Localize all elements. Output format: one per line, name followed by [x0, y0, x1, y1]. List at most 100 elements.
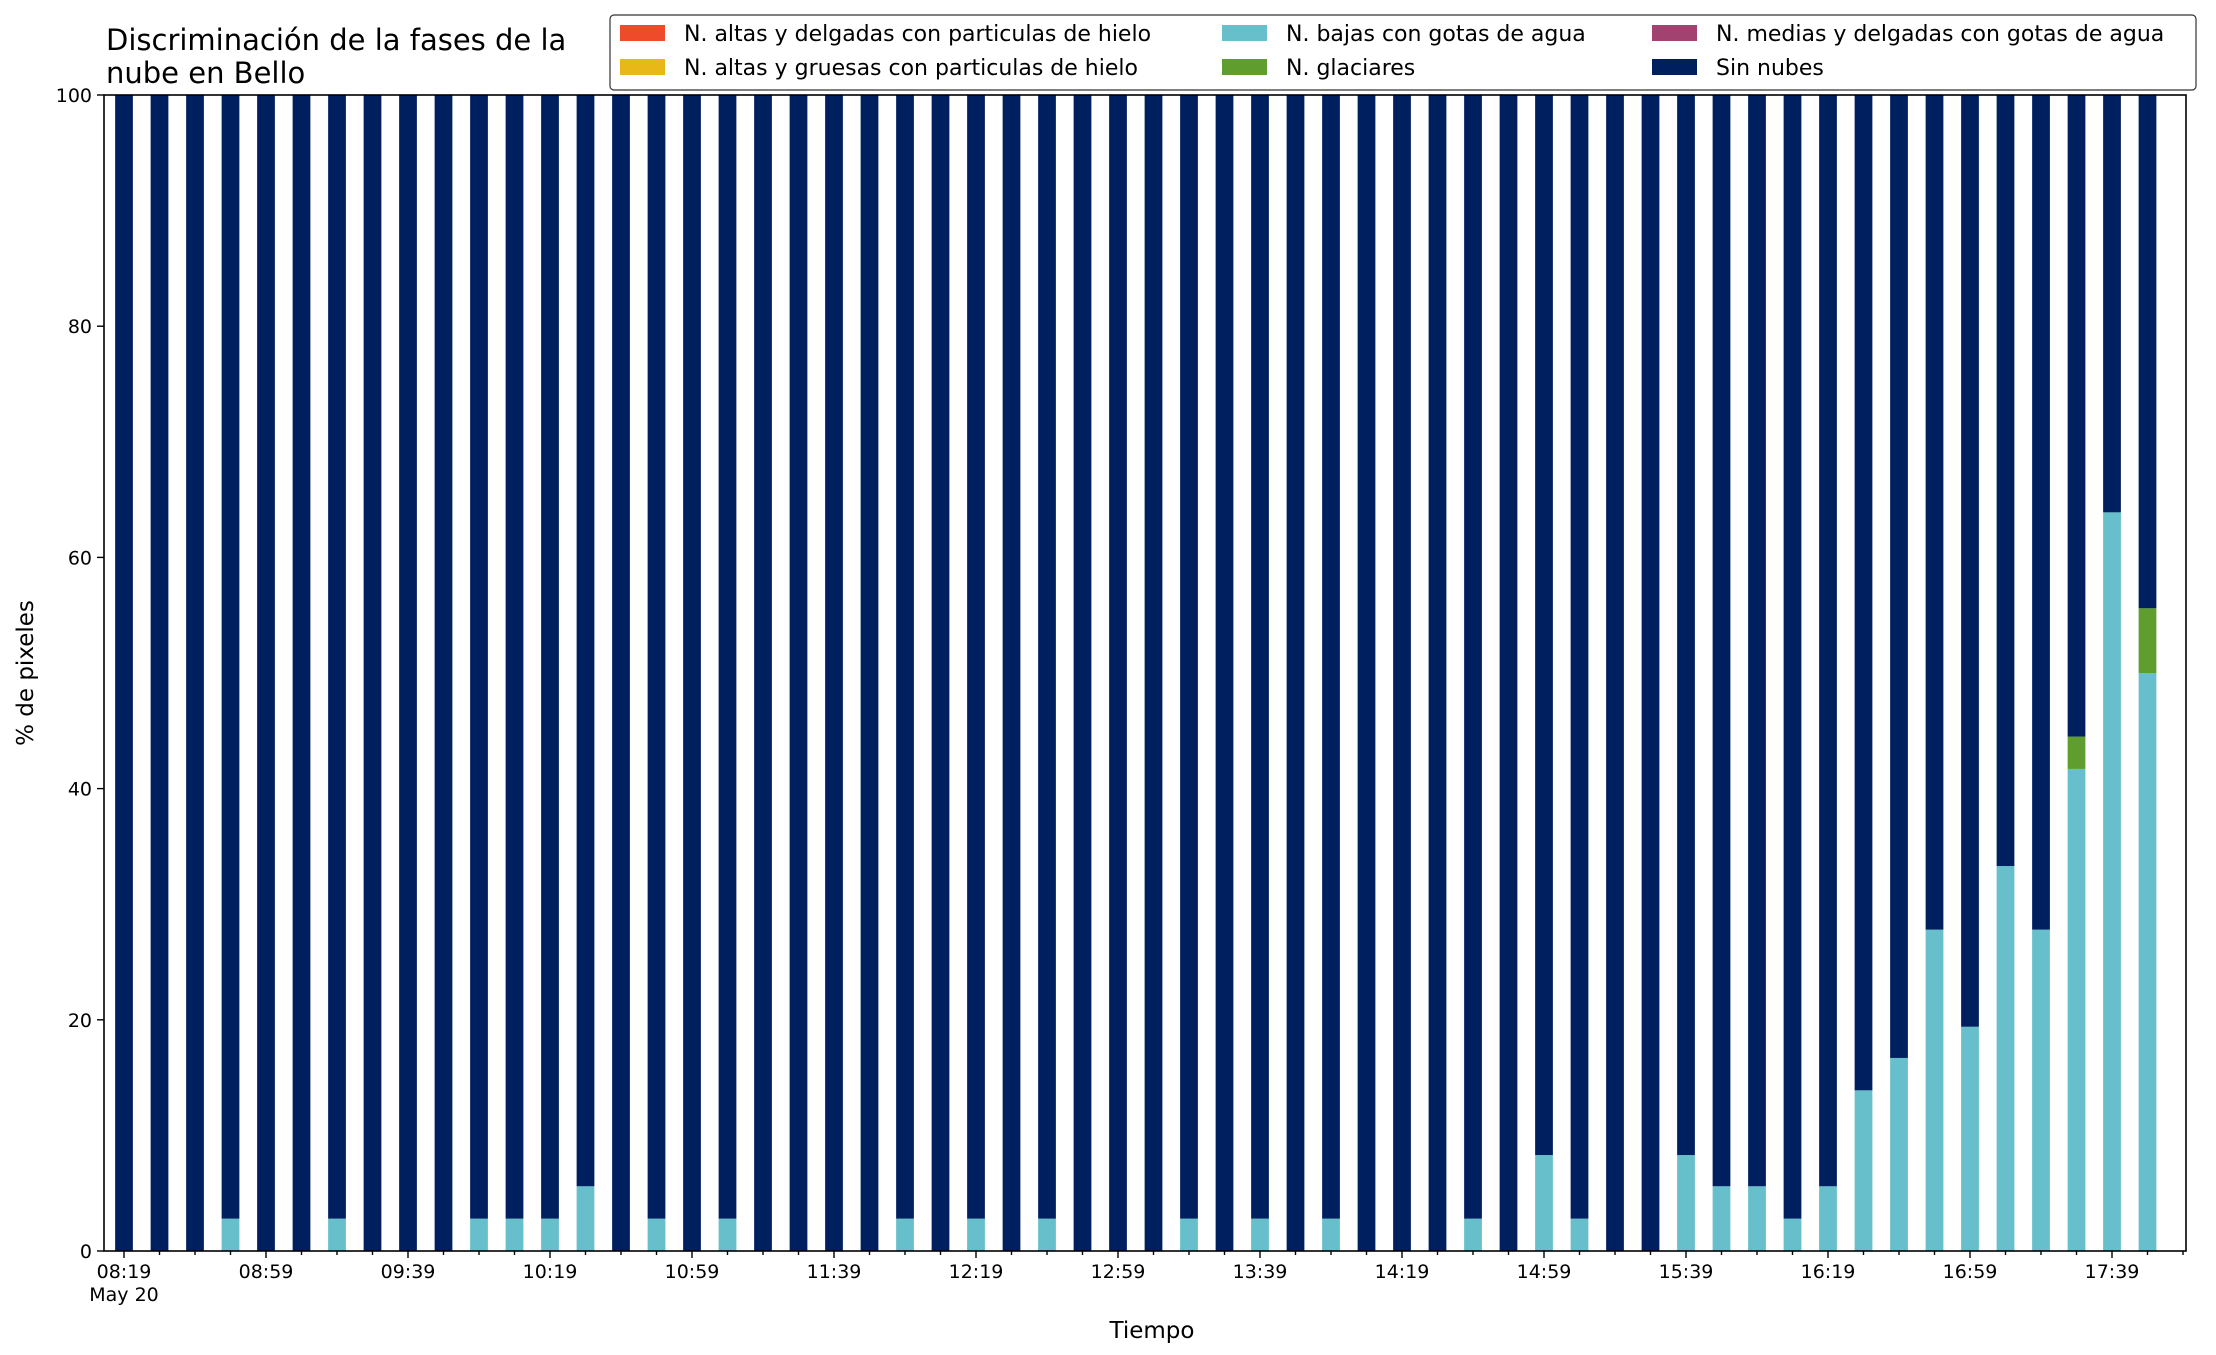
bar-segment — [1712, 1186, 1731, 1251]
bar-segment — [647, 95, 666, 1219]
bar-segment — [967, 1218, 985, 1251]
bar-segment — [221, 95, 240, 1219]
bar-segment — [292, 95, 311, 1251]
bar-segment — [1073, 95, 1092, 1251]
bar-segment — [328, 95, 346, 1219]
bar-segment — [1535, 95, 1553, 1156]
bar-segment — [1748, 1186, 1766, 1251]
legend-entry-label: Sin nubes — [1716, 56, 1824, 81]
x-tick-label: 10:19 — [523, 1261, 578, 1283]
bar-segment — [718, 1218, 737, 1251]
bar-segment — [612, 95, 630, 1251]
x-tick-label: 08:59 — [239, 1261, 294, 1283]
bar-segment — [328, 1218, 346, 1251]
bar-segment — [505, 95, 524, 1219]
bar-segment — [470, 95, 488, 1219]
bar-segment — [2138, 673, 2157, 1251]
bar-segment — [896, 1218, 914, 1251]
bar-segment — [1641, 95, 1660, 1251]
bar-segment — [967, 95, 985, 1219]
y-axis: 0 20 40 60 80 100 — [56, 85, 104, 1263]
legend-entry-label: N. medias y delgadas con gotas de agua — [1716, 22, 2164, 47]
x-tick-label: 12:19 — [949, 1261, 1004, 1283]
x-tick-label: 13:39 — [1233, 1261, 1288, 1283]
chart-title-line-2: nube en Bello — [106, 56, 305, 90]
y-tick-label: 20 — [68, 1010, 92, 1032]
legend-entry-label: N. altas y gruesas con particulas de hie… — [684, 56, 1138, 81]
x-axis-label: Tiempo — [1109, 1318, 1195, 1344]
legend-swatch — [620, 59, 665, 75]
bar-segment — [1144, 95, 1163, 1251]
bar-segment — [2138, 95, 2157, 609]
bar-segment — [1748, 95, 1766, 1187]
bar-segment — [1215, 95, 1234, 1251]
bar-segment — [718, 95, 737, 1219]
x-tick-label: 16:59 — [1943, 1261, 1998, 1283]
legend-swatch — [1222, 59, 1267, 75]
x-tick-label: 14:19 — [1375, 1261, 1430, 1283]
x-tick-label: 10:59 — [665, 1261, 720, 1283]
bar-segment — [1038, 95, 1056, 1219]
x-tick-label: 14:59 — [1517, 1261, 1572, 1283]
bar-segment — [2032, 95, 2050, 930]
bar-segment — [1464, 95, 1482, 1219]
bar-segment — [576, 1186, 595, 1251]
bar-segment — [1606, 95, 1624, 1251]
bar-segment — [1996, 95, 2015, 867]
bar-segment — [2103, 95, 2121, 513]
bar-segment — [1428, 95, 1447, 1251]
bar-segment — [505, 1218, 524, 1251]
bar-segment — [1464, 1218, 1482, 1251]
bar-segment — [257, 95, 275, 1251]
bar-segment — [150, 95, 169, 1251]
plot-frame — [103, 94, 2187, 1252]
bar-segment — [2138, 608, 2157, 673]
bar-segment — [1286, 95, 1305, 1251]
bar-segment — [2067, 95, 2086, 737]
bar-segment — [789, 95, 808, 1251]
bar-segment — [1890, 95, 1908, 1058]
bar-segment — [115, 95, 133, 1251]
bar-segment — [399, 95, 417, 1251]
x-tick-label: 08:19 — [97, 1261, 152, 1283]
bar-segment — [1180, 95, 1198, 1219]
bar-segment — [1109, 95, 1127, 1251]
bar-segment — [825, 95, 843, 1251]
legend-entry-label: N. altas y delgadas con particulas de hi… — [684, 22, 1151, 47]
legend-entry-label: N. glaciares — [1286, 56, 1415, 81]
y-tick-label: 40 — [68, 779, 92, 801]
y-axis-label: % de pixeles — [13, 600, 39, 746]
bar-segment — [683, 95, 701, 1251]
bar-segment — [2067, 768, 2086, 1251]
bar-segment — [1251, 95, 1269, 1219]
bar-segment — [1322, 95, 1340, 1219]
bar-segment — [1499, 95, 1518, 1251]
bar-segment — [1819, 95, 1837, 1187]
bar-segment — [1783, 1218, 1802, 1251]
bar-segment — [1854, 95, 1873, 1091]
bar-segment — [1038, 1218, 1056, 1251]
legend: N. altas y delgadas con particulas de hi… — [609, 14, 2197, 91]
bar-segment — [1677, 1155, 1695, 1251]
bar-segment — [1322, 1218, 1340, 1251]
legend-swatch — [1652, 59, 1697, 75]
bar-segment — [1996, 866, 2015, 1251]
bar-segment — [860, 95, 879, 1251]
bar-segment — [1854, 1090, 1873, 1251]
x-tick-label: 12:59 — [1091, 1261, 1146, 1283]
bar-segment — [1570, 1218, 1589, 1251]
bar-segment — [754, 95, 772, 1251]
bar-segment — [541, 1218, 559, 1251]
x-tick-label: 11:39 — [807, 1261, 862, 1283]
bar-segment — [363, 95, 382, 1251]
x-tick-label: 16:19 — [1801, 1261, 1856, 1283]
bar-segment — [1251, 1218, 1269, 1251]
bar-segment — [1393, 95, 1411, 1251]
bar-segment — [2103, 512, 2121, 1251]
bar-segment — [1890, 1057, 1908, 1251]
bar-segment — [1535, 1155, 1553, 1251]
legend-frame — [609, 14, 2197, 91]
bar-segment — [541, 95, 559, 1219]
bar-segment — [2067, 736, 2086, 769]
